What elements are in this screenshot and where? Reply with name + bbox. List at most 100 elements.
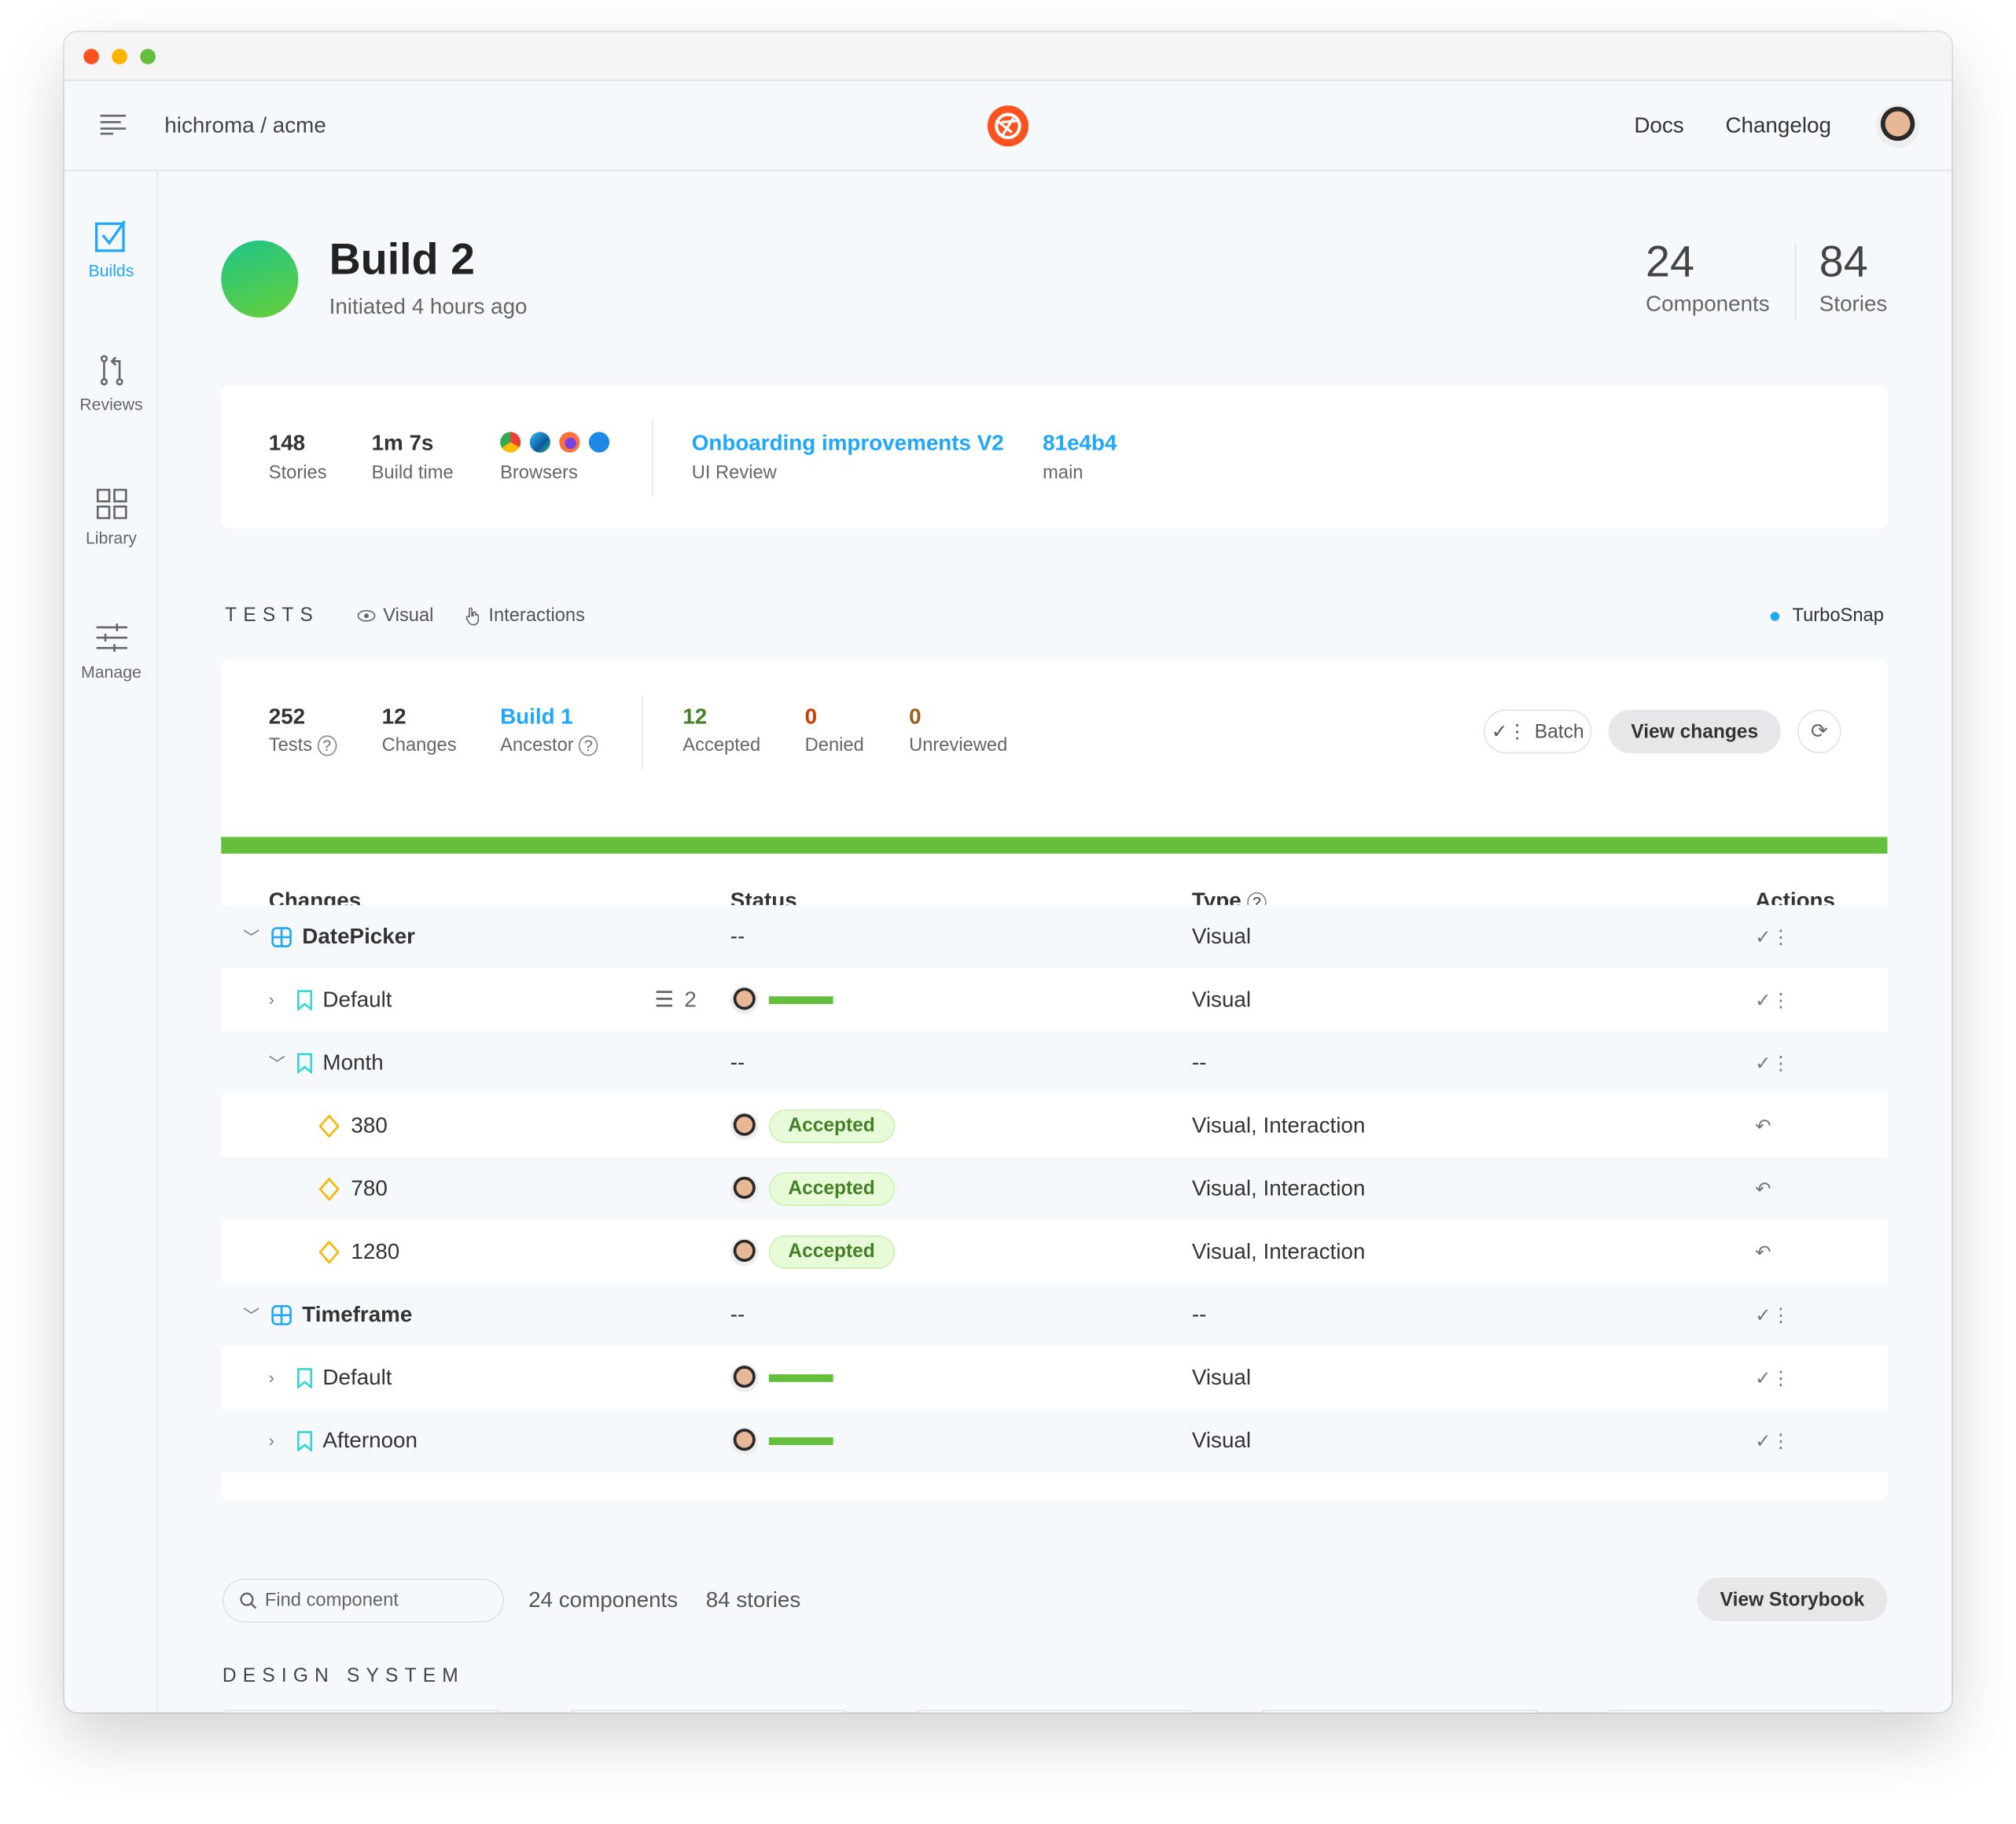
sidebar-item-library[interactable]: Library <box>64 487 158 548</box>
change-name[interactable]: Timeframe <box>302 1301 413 1326</box>
chevron-right-icon[interactable]: › <box>268 990 274 1009</box>
table-row[interactable]: ﹀ Month -- -- ✓⋮ <box>221 1031 1888 1094</box>
refresh-icon: ⟳ <box>1810 721 1828 744</box>
batch-label: Batch <box>1534 720 1584 743</box>
find-component-input[interactable]: Find component <box>222 1579 504 1623</box>
help-icon[interactable]: ? <box>579 735 598 756</box>
review-link[interactable]: Onboarding improvements V2 <box>691 430 1004 455</box>
user-avatar[interactable] <box>1875 104 1920 149</box>
turbosnap-label[interactable]: TurboSnap <box>1792 605 1884 627</box>
browsers-label: Browsers <box>500 462 578 484</box>
table-row[interactable]: ﹀ Timeframe -- -- ✓⋮ <box>221 1282 1888 1347</box>
sidebar-item-manage[interactable]: Manage <box>64 621 158 682</box>
component-card[interactable] <box>1258 1709 1542 1713</box>
change-name[interactable]: Afternoon <box>322 1427 418 1452</box>
chevron-down-icon[interactable]: ﹀ <box>243 1306 260 1326</box>
status-cell: Accepted <box>730 1094 895 1157</box>
type-cell: Visual <box>1191 987 1252 1012</box>
bookmark-icon <box>297 989 313 1010</box>
minimize-window-button[interactable] <box>112 49 127 64</box>
reviewer-avatar <box>730 1426 759 1455</box>
table-row[interactable]: ﹀ DatePicker -- Visual ✓⋮ <box>221 905 1888 969</box>
denied-count: 0 <box>804 704 818 730</box>
change-name[interactable]: Default <box>322 1364 392 1389</box>
view-storybook-button[interactable]: View Storybook <box>1697 1577 1888 1621</box>
close-window-button[interactable] <box>83 49 99 64</box>
batch-action-button[interactable]: ✓⋮ <box>1755 1409 1790 1472</box>
table-row[interactable]: › Afternoon Visual ✓⋮ <box>221 1409 1888 1473</box>
status-cell <box>730 968 833 1031</box>
batch-action-button[interactable]: ✓⋮ <box>1755 968 1790 1031</box>
progress-fill <box>221 837 1888 854</box>
table-row[interactable]: › Default ☰ 2 Visual ✓⋮ <box>221 968 1888 1032</box>
chevron-down-icon[interactable]: ﹀ <box>243 928 260 948</box>
undo-button[interactable]: ↶ <box>1755 1220 1771 1283</box>
ancestor-link[interactable]: Build 1 <box>500 704 573 730</box>
chevron-down-icon[interactable]: ﹀ <box>268 1054 286 1074</box>
change-name[interactable]: 380 <box>351 1112 388 1138</box>
edge-icon <box>529 432 550 453</box>
component-card[interactable] <box>1604 1709 1888 1713</box>
breadcrumb[interactable]: hichroma / acme <box>164 112 326 138</box>
change-name[interactable]: DatePicker <box>302 923 415 948</box>
label: Tests <box>268 735 313 756</box>
sidebar: Builds Reviews Library Manage <box>64 171 159 1713</box>
table-row[interactable]: 1280 Accepted Visual, Interaction ↶ <box>221 1219 1888 1283</box>
table-row[interactable]: 380 Accepted Visual, Interaction ↶ <box>221 1094 1888 1157</box>
branch-label: main <box>1043 462 1083 484</box>
chromatic-logo[interactable] <box>987 105 1029 147</box>
batch-icon: ✓⋮ <box>1755 1430 1791 1452</box>
batch-action-button[interactable]: ✓⋮ <box>1755 1031 1790 1094</box>
commit-link[interactable]: 81e4b4 <box>1043 430 1117 455</box>
components-count: 24 components <box>528 1587 679 1613</box>
component-card[interactable] <box>221 1709 504 1713</box>
tests-count: 252 <box>268 704 306 730</box>
change-name[interactable]: 780 <box>351 1175 388 1201</box>
bookmark-icon <box>297 1430 313 1451</box>
firefox-icon <box>559 432 580 453</box>
filter-interactions[interactable]: Interactions <box>464 605 585 626</box>
status-cell <box>730 1346 833 1409</box>
batch-button[interactable]: ✓⋮ Batch <box>1484 709 1592 754</box>
stories-value: 148 <box>268 430 306 455</box>
unreviewed-count: 0 <box>909 704 922 730</box>
help-icon[interactable]: ? <box>1247 892 1267 913</box>
chevron-right-icon[interactable]: › <box>268 1367 274 1388</box>
sidebar-item-builds[interactable]: Builds <box>64 220 158 280</box>
comments[interactable]: ☰ 2 <box>654 968 697 1031</box>
divider <box>652 419 653 497</box>
batch-icon: ✓⋮ <box>1755 989 1791 1012</box>
batch-icon: ✓⋮ <box>1755 1304 1791 1326</box>
title-bar <box>64 31 1952 82</box>
refresh-button[interactable]: ⟳ <box>1797 709 1841 754</box>
component-card[interactable] <box>912 1709 1196 1713</box>
changelog-link[interactable]: Changelog <box>1725 112 1831 138</box>
sidebar-item-label: Reviews <box>79 395 143 414</box>
build-subtitle: Initiated 4 hours ago <box>329 294 528 319</box>
batch-action-button[interactable]: ✓⋮ <box>1755 905 1790 968</box>
status-text: -- <box>730 923 745 948</box>
batch-action-button[interactable]: ✓⋮ <box>1755 1283 1790 1346</box>
sidebar-item-reviews[interactable]: Reviews <box>64 354 158 414</box>
type-cell: Visual <box>1191 923 1252 948</box>
maximize-window-button[interactable] <box>140 49 156 64</box>
table-row[interactable]: › Default Visual ✓⋮ <box>221 1346 1888 1410</box>
status-text: -- <box>730 1301 745 1326</box>
help-icon[interactable]: ? <box>317 735 337 756</box>
change-name[interactable]: Default <box>322 987 392 1012</box>
table-row[interactable]: 780 Accepted Visual, Interaction ↶ <box>221 1157 1888 1220</box>
component-icon <box>271 926 292 947</box>
view-changes-button[interactable]: View changes <box>1608 709 1781 754</box>
batch-action-button[interactable]: ✓⋮ <box>1755 1346 1790 1409</box>
bookmark-icon <box>297 1367 313 1388</box>
menu-icon[interactable] <box>100 114 127 135</box>
filter-visual[interactable]: Visual <box>357 605 433 626</box>
component-card[interactable] <box>567 1709 850 1713</box>
chevron-right-icon[interactable]: › <box>268 1430 274 1451</box>
undo-button[interactable]: ↶ <box>1755 1157 1771 1220</box>
change-name[interactable]: Month <box>322 1050 384 1075</box>
diamond-icon <box>318 1113 340 1138</box>
change-name[interactable]: 1280 <box>351 1238 400 1263</box>
docs-link[interactable]: Docs <box>1634 112 1684 138</box>
undo-button[interactable]: ↶ <box>1755 1094 1771 1157</box>
